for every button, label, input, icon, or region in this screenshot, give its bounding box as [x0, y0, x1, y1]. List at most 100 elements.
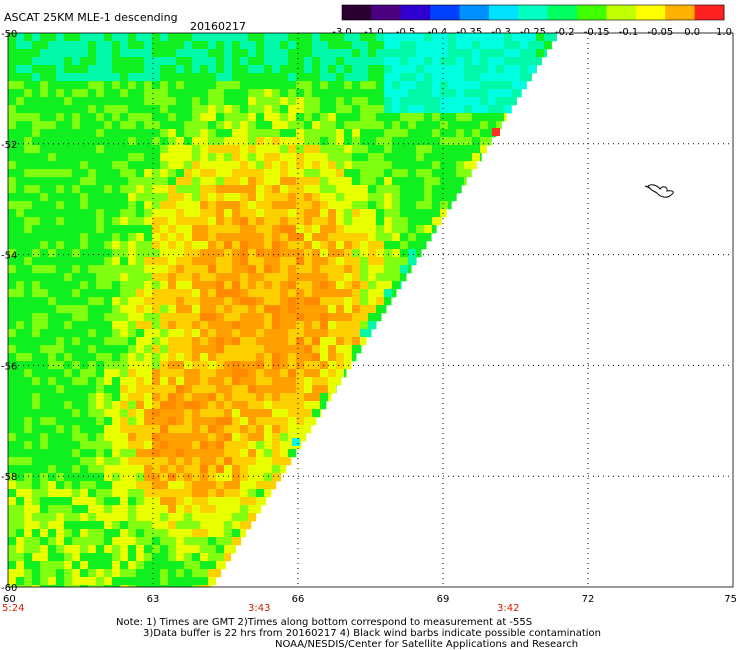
- swath-cell: [56, 537, 65, 546]
- swath-cell: [512, 73, 521, 82]
- swath-cell: [24, 481, 33, 490]
- swath-cell: [120, 585, 129, 588]
- swath-cell: [200, 49, 209, 58]
- swath-cell: [80, 305, 89, 314]
- swath-cell: [448, 65, 457, 74]
- swath-cell: [320, 121, 329, 130]
- swath-cell: [232, 177, 241, 186]
- swath-cell: [144, 425, 153, 434]
- swath-cell: [216, 201, 225, 210]
- swath-cell: [56, 73, 65, 82]
- swath-cell: [112, 425, 121, 434]
- swath-cell: [264, 457, 273, 466]
- swath-cell: [336, 297, 345, 306]
- swath-cell: [88, 321, 97, 330]
- swath-cell: [400, 33, 409, 42]
- swath-cell: [216, 249, 225, 258]
- swath-cell: [472, 89, 481, 98]
- swath-cell: [288, 265, 297, 274]
- swath-cell: [144, 585, 153, 588]
- swath-cell: [176, 201, 185, 210]
- swath-cell: [8, 529, 17, 538]
- swath-cell: [216, 569, 222, 578]
- swath-cell: [152, 417, 161, 426]
- swath-cell: [168, 393, 177, 402]
- swath-cell: [384, 225, 393, 234]
- swath-cell: [64, 217, 73, 226]
- swath-cell: [112, 369, 121, 378]
- swath-cell: [160, 65, 169, 74]
- swath-cell: [160, 505, 169, 514]
- swath-cell: [328, 177, 337, 186]
- swath-cell: [72, 361, 81, 370]
- swath-cell: [376, 153, 385, 162]
- swath-cell: [168, 425, 177, 434]
- swath-cell: [192, 121, 201, 130]
- swath-cell: [8, 209, 17, 218]
- swath-cell: [64, 185, 73, 194]
- swath-cell: [264, 281, 273, 290]
- swath-cell: [192, 265, 201, 274]
- swath-cell: [328, 81, 337, 90]
- swath-cell: [120, 305, 129, 314]
- swath-cell: [8, 137, 17, 146]
- swath-cell: [272, 113, 281, 122]
- swath-cell: [200, 353, 209, 362]
- swath-cell: [88, 185, 97, 194]
- swath-cell: [8, 145, 17, 154]
- swath-cell: [392, 161, 401, 170]
- swath-cell: [288, 313, 297, 322]
- swath-cell: [160, 473, 169, 482]
- swath-cell: [176, 257, 185, 266]
- swath-cell: [96, 81, 105, 90]
- swath-cell: [96, 425, 105, 434]
- swath-cell: [296, 153, 305, 162]
- swath-cell: [136, 89, 145, 98]
- swath-cell: [80, 65, 89, 74]
- swath-cell: [176, 177, 185, 186]
- swath-cell: [376, 193, 385, 202]
- swath-cell: [264, 377, 273, 386]
- swath-cell: [96, 305, 105, 314]
- swath-cell: [176, 121, 185, 130]
- swath-cell: [352, 105, 361, 114]
- swath-cell: [192, 409, 201, 418]
- swath-cell: [432, 161, 441, 170]
- swath-cell: [304, 433, 307, 442]
- swath-cell: [16, 425, 25, 434]
- swath-cell: [216, 209, 225, 218]
- swath-cell: [96, 113, 105, 122]
- swath-cell: [496, 89, 505, 98]
- swath-cell: [40, 105, 49, 114]
- swath-cell: [24, 297, 33, 306]
- swath-cell: [368, 289, 377, 298]
- swath-cell: [456, 185, 462, 194]
- swath-cell: [32, 201, 41, 210]
- swath-cell: [264, 177, 273, 186]
- swath-cell: [200, 33, 209, 42]
- swath-cell: [72, 345, 81, 354]
- swath-cell: [32, 537, 41, 546]
- swath-cell: [360, 249, 369, 258]
- swath-cell: [64, 225, 73, 234]
- swath-cell: [232, 481, 241, 490]
- swath-cell: [208, 489, 217, 498]
- swath-cell: [184, 145, 193, 154]
- swath-cell: [88, 441, 97, 450]
- swath-cell: [96, 497, 105, 506]
- swath-cell: [24, 161, 33, 170]
- swath-cell: [96, 345, 105, 354]
- swath-cell: [192, 273, 201, 282]
- swath-cell: [352, 337, 361, 346]
- swath-cell: [96, 529, 105, 538]
- swath-cell: [240, 169, 249, 178]
- swath-cell: [320, 241, 329, 250]
- swath-cell: [216, 409, 225, 418]
- swath-cell: [408, 257, 417, 266]
- swath-cell: [72, 97, 81, 106]
- swath-cell: [192, 89, 201, 98]
- swath-cell: [16, 577, 25, 586]
- swath-cell: [264, 41, 273, 50]
- swath-cell: [80, 433, 89, 442]
- swath-cell: [192, 161, 201, 170]
